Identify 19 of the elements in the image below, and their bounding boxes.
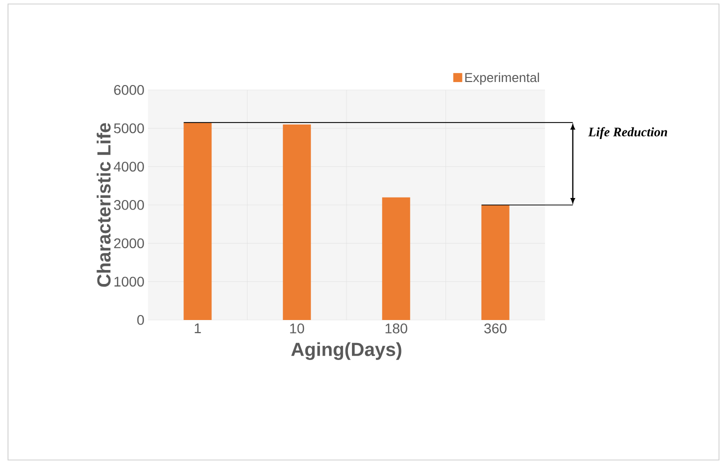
x-tick-label: 10: [290, 323, 304, 334]
bar: [481, 204, 510, 320]
y-tick-label: 1000: [114, 276, 144, 287]
y-tick-label: 0: [137, 315, 144, 325]
bar: [282, 124, 311, 320]
y-tick-label: 2000: [114, 238, 144, 248]
y-tick-label: 4000: [114, 162, 144, 172]
legend-label: Experimental: [465, 72, 539, 85]
x-tick-label: 180: [386, 323, 408, 334]
bar: [382, 197, 410, 320]
x-tick-label: 360: [484, 323, 506, 334]
y-tick-label: 5000: [114, 123, 144, 134]
x-tick-label: 1: [194, 324, 201, 334]
y-tick-label: 6000: [114, 85, 144, 95]
y-axis-title: Characteristic Life: [96, 123, 111, 287]
text: Life Reduction: [588, 127, 668, 140]
x-axis-title: Aging(Days): [291, 342, 402, 360]
bar: [184, 122, 212, 320]
y-tick-label: 3000: [114, 200, 144, 210]
